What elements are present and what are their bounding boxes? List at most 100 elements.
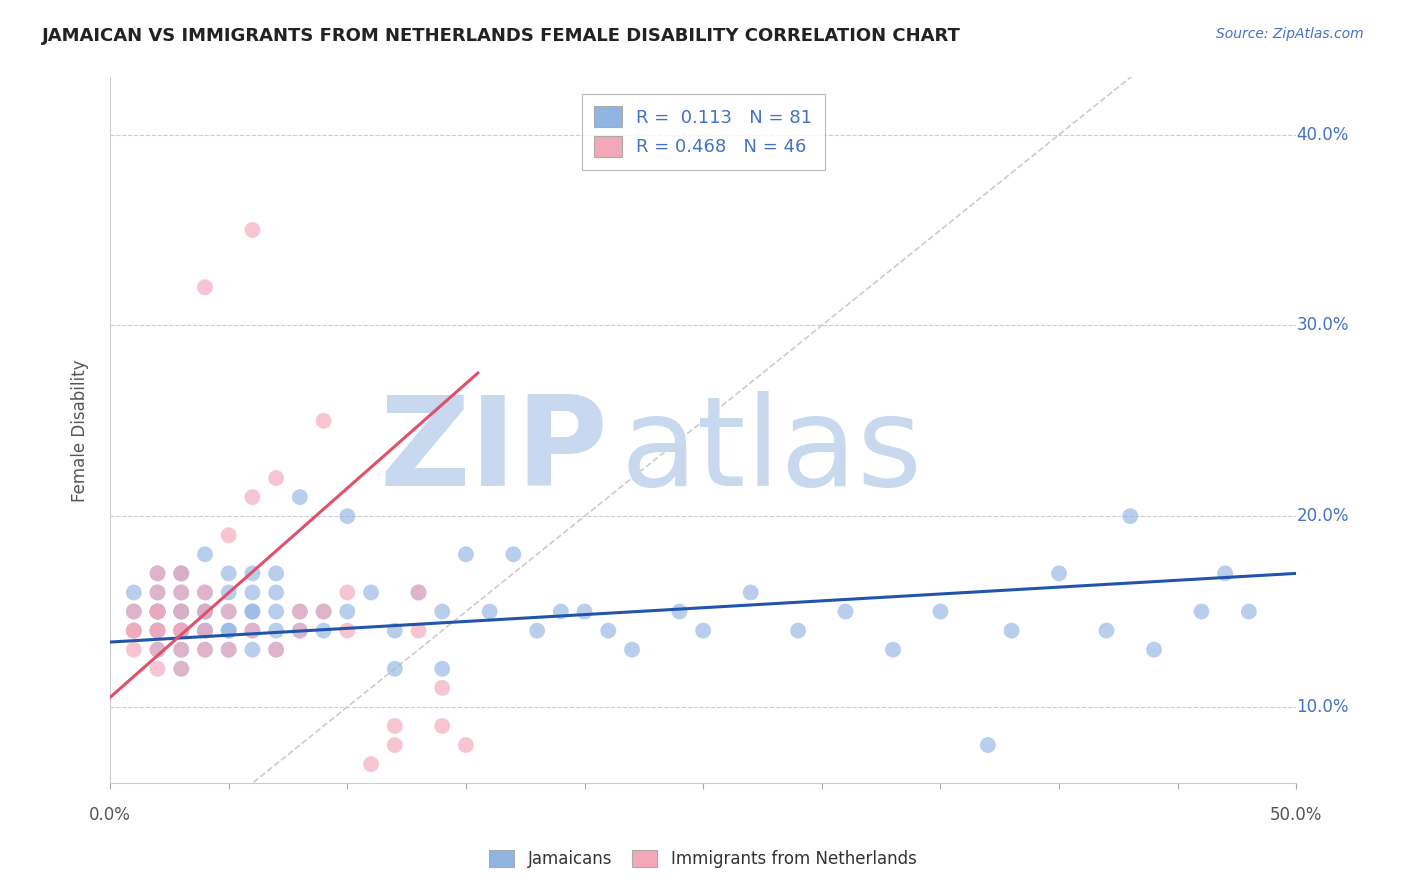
Text: 50.0%: 50.0% (1270, 806, 1323, 824)
Point (170, 624, 193, 638)
Point (170, 642, 193, 657)
Point (146, 605, 169, 619)
Point (1001, 624, 1024, 638)
Point (242, 605, 264, 619)
Point (146, 585, 169, 599)
Point (502, 547, 524, 561)
Point (170, 605, 193, 619)
Point (929, 605, 952, 619)
Point (384, 662, 406, 676)
Point (242, 605, 264, 619)
Point (384, 719, 406, 733)
Point (146, 624, 169, 638)
Point (194, 642, 217, 657)
Point (122, 585, 145, 599)
Point (336, 509, 359, 524)
Point (432, 719, 454, 733)
Point (360, 757, 382, 772)
Point (526, 624, 548, 638)
Point (432, 681, 454, 695)
Point (1213, 566, 1236, 581)
Point (218, 605, 240, 619)
Point (242, 223, 264, 237)
Point (787, 624, 810, 638)
Point (384, 624, 406, 638)
Point (336, 605, 359, 619)
Text: 0.0%: 0.0% (89, 806, 131, 824)
Point (194, 280, 217, 294)
Point (218, 605, 240, 619)
Point (1189, 605, 1212, 619)
Point (264, 642, 287, 657)
Point (218, 624, 240, 638)
Point (574, 605, 596, 619)
Point (170, 624, 193, 638)
Point (170, 605, 193, 619)
Point (598, 624, 620, 638)
Point (170, 566, 193, 581)
Point (170, 642, 193, 657)
Point (408, 585, 430, 599)
Point (384, 738, 406, 752)
Legend: Jamaicans, Immigrants from Netherlands: Jamaicans, Immigrants from Netherlands (482, 843, 924, 875)
Point (194, 624, 217, 638)
Point (550, 605, 572, 619)
Point (242, 624, 264, 638)
Point (454, 547, 477, 561)
Point (242, 566, 264, 581)
Point (834, 605, 856, 619)
Text: 20.0%: 20.0% (1296, 508, 1348, 525)
Point (194, 642, 217, 657)
Point (408, 585, 430, 599)
Point (621, 642, 644, 657)
Point (668, 605, 690, 619)
Point (122, 605, 145, 619)
Text: Source: ZipAtlas.com: Source: ZipAtlas.com (1216, 27, 1364, 41)
Point (432, 605, 454, 619)
Point (977, 738, 1000, 752)
Point (432, 662, 454, 676)
Text: 30.0%: 30.0% (1296, 317, 1348, 334)
Point (170, 585, 193, 599)
Point (146, 662, 169, 676)
Point (218, 642, 240, 657)
Point (312, 624, 335, 638)
Point (288, 605, 311, 619)
Point (218, 585, 240, 599)
Point (408, 624, 430, 638)
Point (1047, 566, 1070, 581)
Point (122, 624, 145, 638)
Point (264, 624, 287, 638)
Point (194, 605, 217, 619)
Point (194, 585, 217, 599)
Point (288, 624, 311, 638)
Point (146, 605, 169, 619)
Point (194, 585, 217, 599)
Point (336, 624, 359, 638)
Point (454, 738, 477, 752)
Point (1237, 605, 1260, 619)
Point (122, 605, 145, 619)
Point (312, 605, 335, 619)
Point (146, 605, 169, 619)
Point (170, 566, 193, 581)
Text: 10.0%: 10.0% (1296, 698, 1348, 716)
Point (170, 662, 193, 676)
Point (336, 585, 359, 599)
Point (146, 566, 169, 581)
Point (194, 624, 217, 638)
Text: JAMAICAN VS IMMIGRANTS FROM NETHERLANDS FEMALE DISABILITY CORRELATION CHART: JAMAICAN VS IMMIGRANTS FROM NETHERLANDS … (42, 27, 962, 45)
Point (146, 624, 169, 638)
Point (146, 642, 169, 657)
Point (146, 566, 169, 581)
Point (312, 605, 335, 619)
Text: 40.0%: 40.0% (1296, 126, 1348, 144)
Legend: R =  0.113   N = 81, R = 0.468   N = 46: R = 0.113 N = 81, R = 0.468 N = 46 (582, 94, 824, 169)
Point (1143, 642, 1166, 657)
Point (360, 585, 382, 599)
Point (1119, 509, 1142, 524)
Point (288, 624, 311, 638)
Text: atlas: atlas (620, 391, 922, 512)
Point (194, 605, 217, 619)
Point (288, 605, 311, 619)
